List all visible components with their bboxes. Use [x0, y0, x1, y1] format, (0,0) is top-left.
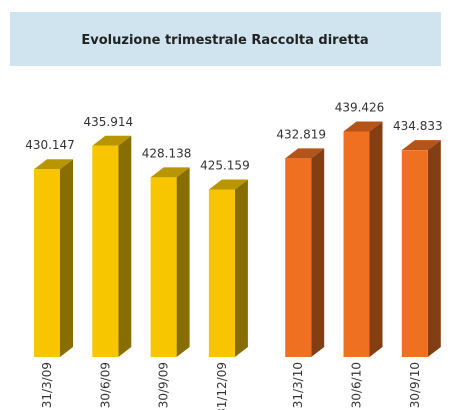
title-box: [10, 12, 441, 66]
x-tick-label: 31/12/09: [215, 362, 229, 410]
bar-top: [401, 140, 441, 151]
bar: [285, 158, 312, 357]
x-tick-label: 30/6/09: [98, 362, 112, 408]
bar-side: [427, 140, 441, 357]
x-tick-label: 30/9/10: [408, 362, 422, 408]
value-label: 430.147: [25, 138, 75, 152]
bar-side: [176, 167, 190, 357]
bar-top: [343, 121, 383, 132]
bar: [401, 150, 428, 357]
x-tick-label: 31/3/10: [291, 362, 305, 408]
bar: [34, 169, 60, 357]
bar-side: [369, 121, 383, 358]
x-tick-label: 30/9/09: [157, 362, 171, 408]
value-label: 435.914: [83, 115, 133, 129]
bar-side: [60, 159, 73, 357]
x-tick-label: 31/3/09: [40, 362, 54, 408]
value-label: 425.159: [200, 159, 250, 173]
bar: [343, 131, 370, 357]
bar-top: [208, 179, 248, 190]
x-tick-label: 30/6/10: [350, 362, 364, 408]
bar-top: [150, 167, 190, 178]
bar-side: [118, 135, 132, 357]
value-label: 439.426: [335, 100, 385, 114]
bar-side: [234, 179, 248, 357]
value-label: 428.138: [142, 146, 192, 160]
bar-top: [92, 135, 132, 146]
value-label: 432.819: [276, 127, 326, 141]
bar-top: [285, 148, 325, 159]
bar-top: [34, 159, 73, 170]
chart-title: Evoluzione trimestrale Raccolta diretta: [81, 33, 368, 48]
bar: [92, 145, 119, 357]
bar: [150, 177, 177, 357]
bar-side: [311, 148, 325, 357]
bar: [208, 189, 235, 357]
value-label: 434.833: [393, 119, 443, 133]
